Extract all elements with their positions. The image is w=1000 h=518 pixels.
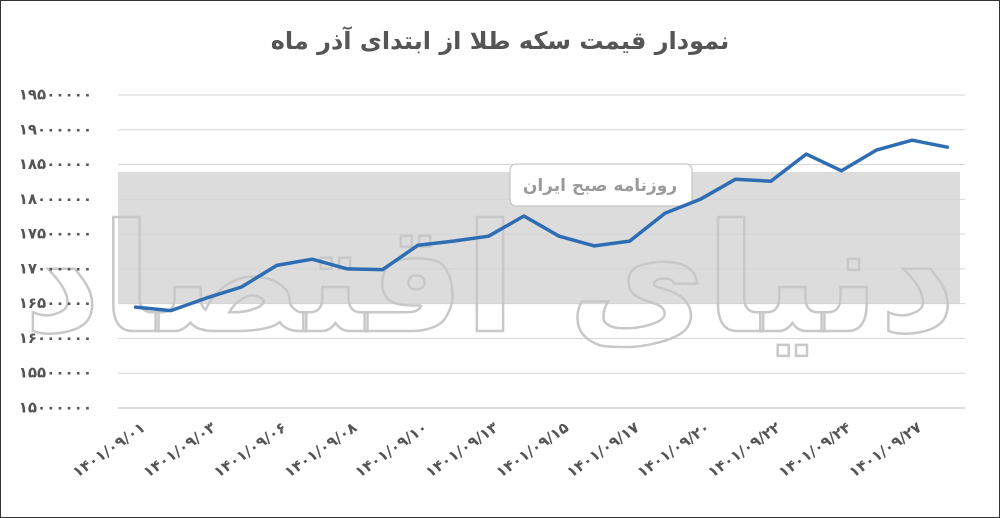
watermark-box — [509, 163, 693, 207]
y-tick-label: ۱۹۵۰۰۰۰۰ — [19, 86, 92, 104]
y-tick-label: ۱۵۵۰۰۰۰۰ — [19, 364, 92, 382]
y-tick-label: ۱۸۰۰۰۰۰۰ — [19, 190, 92, 208]
y-tick-label: ۱۹۰۰۰۰۰۰ — [19, 120, 92, 138]
watermark: دنیای اقتصاد — [24, 193, 957, 367]
chart-title: نمودار قیمت سکه طلا از ابتدای آذر ماه — [271, 26, 730, 55]
watermark-subtitle: روزنامه صبح ایران — [523, 176, 677, 196]
y-tick-label: ۱۸۵۰۰۰۰۰ — [19, 155, 92, 173]
line-series — [133, 138, 950, 313]
y-tick-label: ۱۶۰۰۰۰۰۰ — [19, 329, 92, 347]
y-tick-label: ۱۷۵۰۰۰۰۰ — [19, 225, 92, 243]
y-tick-label: ۱۶۵۰۰۰۰۰ — [19, 294, 92, 312]
y-tick-label: ۱۷۰۰۰۰۰۰ — [19, 259, 92, 277]
y-tick-label: ۱۵۰۰۰۰۰۰ — [19, 399, 92, 417]
